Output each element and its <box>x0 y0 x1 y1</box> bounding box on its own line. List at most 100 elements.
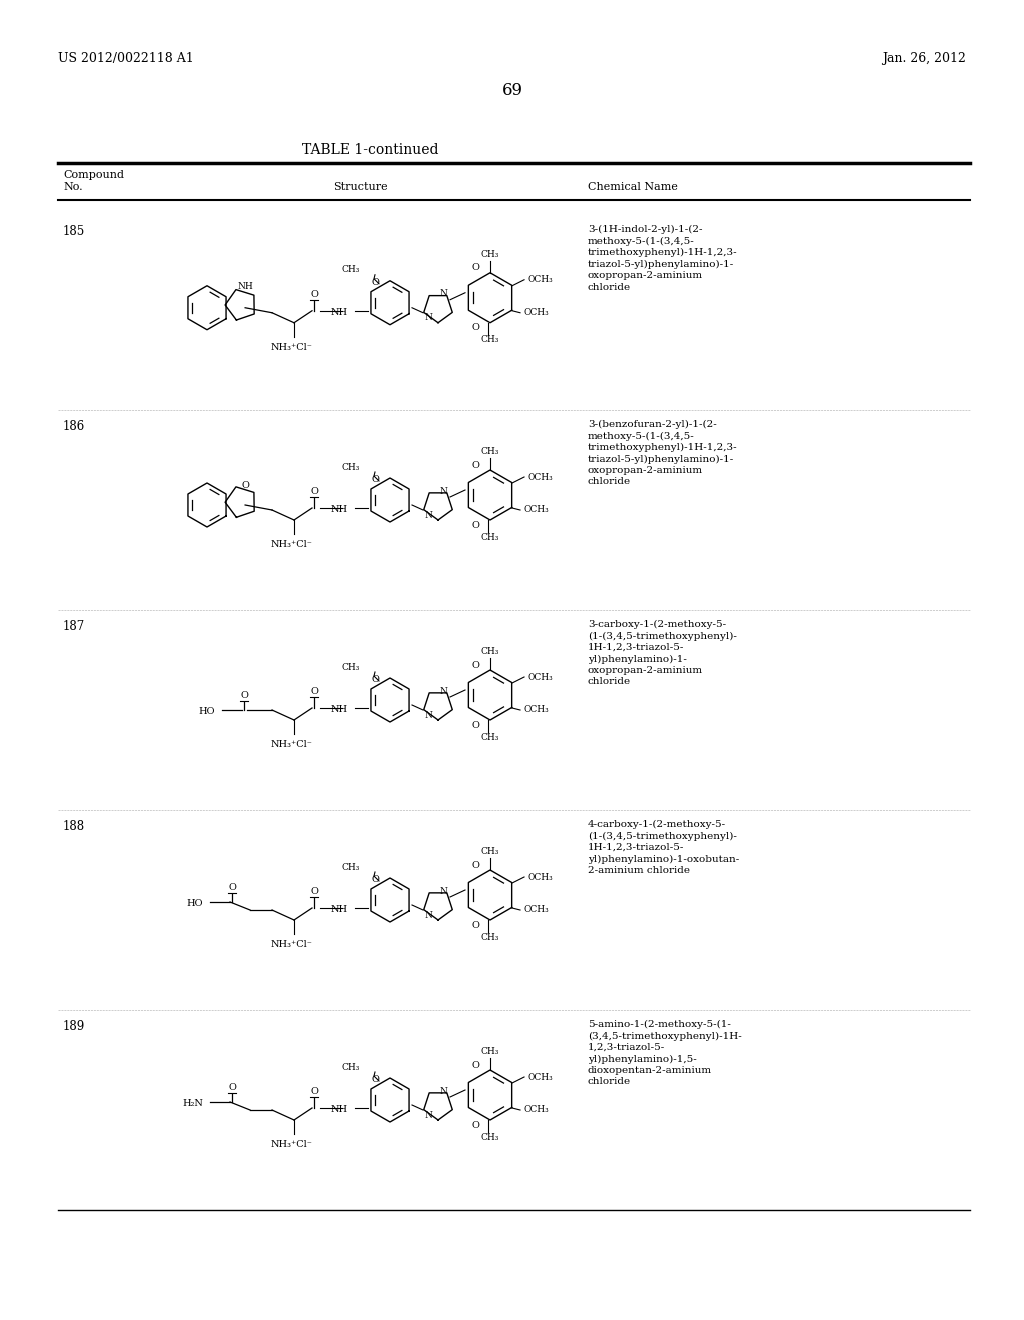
Text: OCH₃: OCH₃ <box>524 506 550 515</box>
Text: CH₃: CH₃ <box>342 265 360 275</box>
Text: OCH₃: OCH₃ <box>528 473 554 482</box>
Text: No.: No. <box>63 182 83 191</box>
Text: methoxy-5-(1-(3,4,5-: methoxy-5-(1-(3,4,5- <box>588 236 694 246</box>
Text: NH: NH <box>331 309 348 317</box>
Text: O: O <box>228 883 236 892</box>
Text: trimethoxyphenyl)-1H-1,2,3-: trimethoxyphenyl)-1H-1,2,3- <box>588 444 737 453</box>
Text: oxopropan-2-aminium: oxopropan-2-aminium <box>588 667 703 675</box>
Text: OCH₃: OCH₃ <box>528 276 554 284</box>
Text: O: O <box>371 279 379 288</box>
Text: (1-(3,4,5-trimethoxyphenyl)-: (1-(3,4,5-trimethoxyphenyl)- <box>588 832 737 841</box>
Text: N: N <box>424 710 432 719</box>
Text: O: O <box>228 1084 236 1093</box>
Text: 187: 187 <box>63 620 85 634</box>
Text: CH₃: CH₃ <box>481 335 499 345</box>
Text: O: O <box>471 861 479 870</box>
Text: 3-(benzofuran-2-yl)-1-(2-: 3-(benzofuran-2-yl)-1-(2- <box>588 420 717 429</box>
Text: O: O <box>471 660 479 669</box>
Text: O: O <box>310 688 317 697</box>
Text: yl)phenylamino)-1-: yl)phenylamino)-1- <box>588 655 687 664</box>
Text: CH₃: CH₃ <box>481 847 499 857</box>
Text: N: N <box>439 1086 446 1096</box>
Text: NH₃⁺Cl⁻: NH₃⁺Cl⁻ <box>271 343 313 351</box>
Text: yl)phenylamino)-1,5-: yl)phenylamino)-1,5- <box>588 1055 696 1064</box>
Text: N: N <box>424 313 432 322</box>
Text: OCH₃: OCH₃ <box>524 705 550 714</box>
Text: CH₃: CH₃ <box>481 447 499 457</box>
Text: Structure: Structure <box>333 182 387 191</box>
Text: methoxy-5-(1-(3,4,5-: methoxy-5-(1-(3,4,5- <box>588 432 694 441</box>
Text: H₂N: H₂N <box>182 1100 203 1109</box>
Text: O: O <box>310 290 317 300</box>
Text: 185: 185 <box>63 224 85 238</box>
Text: NH: NH <box>238 282 253 292</box>
Text: NH₃⁺Cl⁻: NH₃⁺Cl⁻ <box>271 741 313 748</box>
Text: CH₃: CH₃ <box>481 932 499 941</box>
Text: Jan. 26, 2012: Jan. 26, 2012 <box>882 51 966 65</box>
Text: CH₃: CH₃ <box>481 733 499 742</box>
Text: O: O <box>371 1076 379 1085</box>
Text: OCH₃: OCH₃ <box>524 906 550 915</box>
Text: (1-(3,4,5-trimethoxyphenyl)-: (1-(3,4,5-trimethoxyphenyl)- <box>588 631 737 640</box>
Text: O: O <box>371 676 379 685</box>
Text: chloride: chloride <box>588 677 631 686</box>
Text: O: O <box>471 721 479 730</box>
Text: N: N <box>439 686 446 696</box>
Text: HO: HO <box>186 899 203 908</box>
Text: NH₃⁺Cl⁻: NH₃⁺Cl⁻ <box>271 1140 313 1148</box>
Text: triazol-5-yl)phenylamino)-1-: triazol-5-yl)phenylamino)-1- <box>588 454 734 463</box>
Text: OCH₃: OCH₃ <box>528 1072 554 1081</box>
Text: US 2012/0022118 A1: US 2012/0022118 A1 <box>58 51 194 65</box>
Text: HO: HO <box>199 708 215 717</box>
Text: NH: NH <box>331 506 348 515</box>
Text: NH₃⁺Cl⁻: NH₃⁺Cl⁻ <box>271 940 313 949</box>
Text: oxopropan-2-aminium: oxopropan-2-aminium <box>588 271 703 280</box>
Text: 186: 186 <box>63 420 85 433</box>
Text: OCH₃: OCH₃ <box>524 1106 550 1114</box>
Text: O: O <box>242 482 249 491</box>
Text: O: O <box>471 520 479 529</box>
Text: dioxopentan-2-aminium: dioxopentan-2-aminium <box>588 1067 712 1074</box>
Text: O: O <box>471 461 479 470</box>
Text: 4-carboxy-1-(2-methoxy-5-: 4-carboxy-1-(2-methoxy-5- <box>588 820 726 829</box>
Text: triazol-5-yl)phenylamino)-1-: triazol-5-yl)phenylamino)-1- <box>588 260 734 269</box>
Text: O: O <box>471 1060 479 1069</box>
Text: CH₃: CH₃ <box>481 1048 499 1056</box>
Text: trimethoxyphenyl)-1H-1,2,3-: trimethoxyphenyl)-1H-1,2,3- <box>588 248 737 257</box>
Text: N: N <box>439 289 446 298</box>
Text: N: N <box>424 1110 432 1119</box>
Text: CH₃: CH₃ <box>342 1063 360 1072</box>
Text: CH₃: CH₃ <box>342 862 360 871</box>
Text: OCH₃: OCH₃ <box>528 873 554 882</box>
Text: (3,4,5-trimethoxyphenyl)-1H-: (3,4,5-trimethoxyphenyl)-1H- <box>588 1031 741 1040</box>
Text: CH₃: CH₃ <box>481 532 499 541</box>
Text: 189: 189 <box>63 1020 85 1034</box>
Text: 5-amino-1-(2-methoxy-5-(1-: 5-amino-1-(2-methoxy-5-(1- <box>588 1020 731 1030</box>
Text: OCH₃: OCH₃ <box>524 309 550 317</box>
Text: oxopropan-2-aminium: oxopropan-2-aminium <box>588 466 703 475</box>
Text: O: O <box>310 1088 317 1097</box>
Text: 1,2,3-triazol-5-: 1,2,3-triazol-5- <box>588 1043 666 1052</box>
Text: CH₃: CH₃ <box>342 462 360 471</box>
Text: chloride: chloride <box>588 1077 631 1086</box>
Text: CH₃: CH₃ <box>342 663 360 672</box>
Text: O: O <box>471 1121 479 1130</box>
Text: 2-aminium chloride: 2-aminium chloride <box>588 866 690 875</box>
Text: N: N <box>424 511 432 520</box>
Text: chloride: chloride <box>588 478 631 487</box>
Text: chloride: chloride <box>588 282 631 292</box>
Text: CH₃: CH₃ <box>481 251 499 259</box>
Text: NH: NH <box>331 1106 348 1114</box>
Text: Chemical Name: Chemical Name <box>588 182 678 191</box>
Text: TABLE 1-continued: TABLE 1-continued <box>302 143 438 157</box>
Text: N: N <box>439 887 446 895</box>
Text: O: O <box>471 920 479 929</box>
Text: 188: 188 <box>63 820 85 833</box>
Text: NH₃⁺Cl⁻: NH₃⁺Cl⁻ <box>271 540 313 549</box>
Text: O: O <box>310 487 317 496</box>
Text: 1H-1,2,3-triazol-5-: 1H-1,2,3-triazol-5- <box>588 643 684 652</box>
Text: N: N <box>439 487 446 495</box>
Text: O: O <box>310 887 317 896</box>
Text: O: O <box>240 692 248 701</box>
Text: CH₃: CH₃ <box>481 648 499 656</box>
